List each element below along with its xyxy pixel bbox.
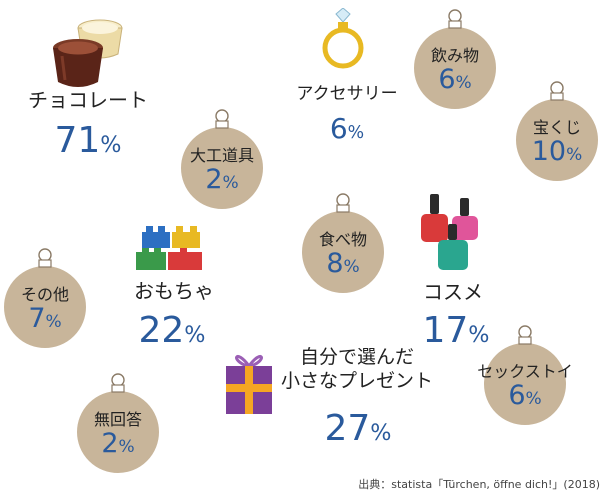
item-percent: 27% <box>324 408 392 449</box>
ornament-percent: 2% <box>101 428 135 459</box>
item-label: おもちゃ <box>134 279 214 303</box>
ornament-label: 宝くじ <box>532 118 581 137</box>
ornament-shape <box>2 248 88 350</box>
item-percent: 71% <box>54 120 122 161</box>
ornament-item-11: セックストイ 6% <box>473 316 577 436</box>
item-label: チョコレート <box>28 88 148 112</box>
ornament-shape <box>300 193 386 295</box>
ornament-shape <box>482 325 568 427</box>
gift-icon <box>226 355 272 414</box>
ornament-percent: 2% <box>205 164 239 195</box>
item-label: アクセサリー <box>296 84 398 104</box>
item-percent: 17% <box>422 310 490 351</box>
ring-icon <box>322 8 364 69</box>
ornament-item-9: その他 7% <box>0 239 97 359</box>
ornament-shape <box>75 373 161 475</box>
ornament-label: セックストイ <box>477 362 573 381</box>
ornament-label: 無回答 <box>93 410 142 429</box>
item-percent: 22% <box>138 310 206 351</box>
ornament-label: 飲み物 <box>430 46 479 65</box>
source-note: 出典：statista「Türchen, öffne dich!」(2018) <box>358 478 600 491</box>
ornament-item-3: 飲み物 6% <box>403 0 507 120</box>
ornament-percent: 6% <box>438 64 472 95</box>
ornament-shape <box>514 81 600 183</box>
nail-polish-icon <box>421 194 478 270</box>
ornament-label: 食べ物 <box>318 230 367 249</box>
toy-blocks-icon <box>136 226 202 270</box>
ornament-percent: 10% <box>531 136 583 167</box>
chocolate-icon <box>53 19 123 87</box>
ornament-item-6: 食べ物 8% <box>291 184 395 304</box>
ornament-item-12: 無回答 2% <box>66 364 170 484</box>
ornament-percent: 6% <box>508 380 542 411</box>
item-percent: 6% <box>329 112 365 145</box>
ornament-label: その他 <box>20 285 69 304</box>
ornament-shape <box>412 9 498 111</box>
ornament-shape <box>179 109 265 211</box>
ornament-label: 大工道具 <box>189 146 254 165</box>
item-label: コスメ <box>423 280 483 304</box>
ornament-item-4: 宝くじ 10% <box>505 72 609 192</box>
ornament-percent: 7% <box>28 303 62 334</box>
ornament-item-5: 大工道具 2% <box>170 100 274 220</box>
ornament-percent: 8% <box>326 248 360 279</box>
item-label: 自分で選んだ 小さなプレゼント <box>280 346 433 392</box>
